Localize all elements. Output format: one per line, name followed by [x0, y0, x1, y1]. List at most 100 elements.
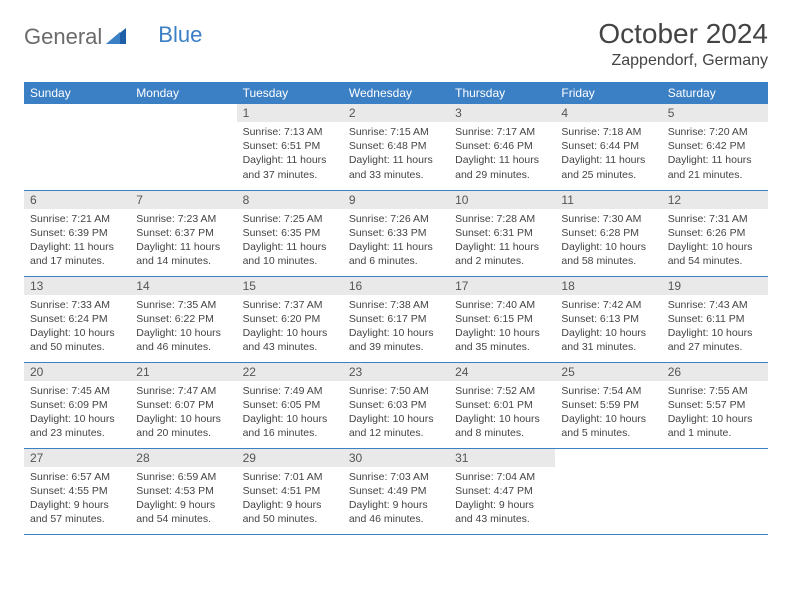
day-number: 29	[237, 449, 343, 467]
day-content: Sunrise: 6:57 AMSunset: 4:55 PMDaylight:…	[24, 467, 130, 531]
calendar-day-cell: 6Sunrise: 7:21 AMSunset: 6:39 PMDaylight…	[24, 190, 130, 276]
calendar-day-cell: 19Sunrise: 7:43 AMSunset: 6:11 PMDayligh…	[662, 276, 768, 362]
calendar-day-cell: 27Sunrise: 6:57 AMSunset: 4:55 PMDayligh…	[24, 448, 130, 534]
day-number: 9	[343, 191, 449, 209]
calendar-day-cell: 25Sunrise: 7:54 AMSunset: 5:59 PMDayligh…	[555, 362, 661, 448]
calendar-day-cell: 26Sunrise: 7:55 AMSunset: 5:57 PMDayligh…	[662, 362, 768, 448]
day-content: Sunrise: 7:25 AMSunset: 6:35 PMDaylight:…	[237, 209, 343, 273]
calendar-week-row: 27Sunrise: 6:57 AMSunset: 4:55 PMDayligh…	[24, 448, 768, 534]
logo-text-blue: Blue	[158, 22, 202, 48]
calendar-day-cell: 20Sunrise: 7:45 AMSunset: 6:09 PMDayligh…	[24, 362, 130, 448]
calendar-day-cell: 29Sunrise: 7:01 AMSunset: 4:51 PMDayligh…	[237, 448, 343, 534]
day-content: Sunrise: 7:43 AMSunset: 6:11 PMDaylight:…	[662, 295, 768, 359]
calendar-day-cell: 15Sunrise: 7:37 AMSunset: 6:20 PMDayligh…	[237, 276, 343, 362]
calendar-day-cell: 22Sunrise: 7:49 AMSunset: 6:05 PMDayligh…	[237, 362, 343, 448]
header: General Blue October 2024 Zappendorf, Ge…	[24, 18, 768, 70]
calendar-day-cell: 13Sunrise: 7:33 AMSunset: 6:24 PMDayligh…	[24, 276, 130, 362]
day-number: 21	[130, 363, 236, 381]
title-block: October 2024 Zappendorf, Germany	[598, 18, 768, 70]
day-number: 27	[24, 449, 130, 467]
weekday-header: Saturday	[662, 82, 768, 104]
day-content: Sunrise: 7:45 AMSunset: 6:09 PMDaylight:…	[24, 381, 130, 445]
calendar-day-cell: 28Sunrise: 6:59 AMSunset: 4:53 PMDayligh…	[130, 448, 236, 534]
calendar-day-cell: 14Sunrise: 7:35 AMSunset: 6:22 PMDayligh…	[130, 276, 236, 362]
calendar-empty-cell	[24, 104, 130, 190]
calendar-day-cell: 5Sunrise: 7:20 AMSunset: 6:42 PMDaylight…	[662, 104, 768, 190]
calendar-day-cell: 7Sunrise: 7:23 AMSunset: 6:37 PMDaylight…	[130, 190, 236, 276]
calendar-empty-cell	[662, 448, 768, 534]
weekday-header: Wednesday	[343, 82, 449, 104]
calendar-day-cell: 23Sunrise: 7:50 AMSunset: 6:03 PMDayligh…	[343, 362, 449, 448]
day-number: 1	[237, 104, 343, 122]
day-content: Sunrise: 7:21 AMSunset: 6:39 PMDaylight:…	[24, 209, 130, 273]
day-number: 18	[555, 277, 661, 295]
day-number: 25	[555, 363, 661, 381]
calendar-day-cell: 11Sunrise: 7:30 AMSunset: 6:28 PMDayligh…	[555, 190, 661, 276]
calendar-day-cell: 3Sunrise: 7:17 AMSunset: 6:46 PMDaylight…	[449, 104, 555, 190]
logo-text-general: General	[24, 24, 102, 50]
day-number: 8	[237, 191, 343, 209]
day-content: Sunrise: 7:20 AMSunset: 6:42 PMDaylight:…	[662, 122, 768, 186]
day-number: 3	[449, 104, 555, 122]
weekday-header: Friday	[555, 82, 661, 104]
day-content: Sunrise: 7:30 AMSunset: 6:28 PMDaylight:…	[555, 209, 661, 273]
day-content: Sunrise: 7:54 AMSunset: 5:59 PMDaylight:…	[555, 381, 661, 445]
day-number: 16	[343, 277, 449, 295]
day-number: 15	[237, 277, 343, 295]
calendar-week-row: 1Sunrise: 7:13 AMSunset: 6:51 PMDaylight…	[24, 104, 768, 190]
day-content: Sunrise: 7:23 AMSunset: 6:37 PMDaylight:…	[130, 209, 236, 273]
day-number: 19	[662, 277, 768, 295]
day-number: 20	[24, 363, 130, 381]
day-number: 23	[343, 363, 449, 381]
day-content: Sunrise: 7:03 AMSunset: 4:49 PMDaylight:…	[343, 467, 449, 531]
day-number: 6	[24, 191, 130, 209]
calendar-day-cell: 4Sunrise: 7:18 AMSunset: 6:44 PMDaylight…	[555, 104, 661, 190]
day-content: Sunrise: 7:38 AMSunset: 6:17 PMDaylight:…	[343, 295, 449, 359]
day-number: 5	[662, 104, 768, 122]
day-content: Sunrise: 7:04 AMSunset: 4:47 PMDaylight:…	[449, 467, 555, 531]
day-content: Sunrise: 7:28 AMSunset: 6:31 PMDaylight:…	[449, 209, 555, 273]
day-content: Sunrise: 7:40 AMSunset: 6:15 PMDaylight:…	[449, 295, 555, 359]
day-content: Sunrise: 7:31 AMSunset: 6:26 PMDaylight:…	[662, 209, 768, 273]
day-number: 10	[449, 191, 555, 209]
calendar-day-cell: 16Sunrise: 7:38 AMSunset: 6:17 PMDayligh…	[343, 276, 449, 362]
day-content: Sunrise: 7:35 AMSunset: 6:22 PMDaylight:…	[130, 295, 236, 359]
day-number: 7	[130, 191, 236, 209]
calendar-week-row: 13Sunrise: 7:33 AMSunset: 6:24 PMDayligh…	[24, 276, 768, 362]
calendar-empty-cell	[555, 448, 661, 534]
day-number: 12	[662, 191, 768, 209]
calendar-day-cell: 18Sunrise: 7:42 AMSunset: 6:13 PMDayligh…	[555, 276, 661, 362]
day-number: 22	[237, 363, 343, 381]
day-number: 30	[343, 449, 449, 467]
calendar-day-cell: 21Sunrise: 7:47 AMSunset: 6:07 PMDayligh…	[130, 362, 236, 448]
logo: General Blue	[24, 24, 202, 50]
logo-triangle-icon	[106, 26, 126, 49]
day-number: 11	[555, 191, 661, 209]
calendar-empty-cell	[130, 104, 236, 190]
calendar-day-cell: 30Sunrise: 7:03 AMSunset: 4:49 PMDayligh…	[343, 448, 449, 534]
day-number: 24	[449, 363, 555, 381]
calendar-week-row: 20Sunrise: 7:45 AMSunset: 6:09 PMDayligh…	[24, 362, 768, 448]
calendar-day-cell: 1Sunrise: 7:13 AMSunset: 6:51 PMDaylight…	[237, 104, 343, 190]
weekday-header: Sunday	[24, 82, 130, 104]
day-content: Sunrise: 7:17 AMSunset: 6:46 PMDaylight:…	[449, 122, 555, 186]
calendar-day-cell: 2Sunrise: 7:15 AMSunset: 6:48 PMDaylight…	[343, 104, 449, 190]
day-content: Sunrise: 7:47 AMSunset: 6:07 PMDaylight:…	[130, 381, 236, 445]
calendar-day-cell: 10Sunrise: 7:28 AMSunset: 6:31 PMDayligh…	[449, 190, 555, 276]
calendar-day-cell: 17Sunrise: 7:40 AMSunset: 6:15 PMDayligh…	[449, 276, 555, 362]
day-number: 28	[130, 449, 236, 467]
day-content: Sunrise: 7:26 AMSunset: 6:33 PMDaylight:…	[343, 209, 449, 273]
location: Zappendorf, Germany	[598, 52, 768, 70]
day-number: 2	[343, 104, 449, 122]
weekday-header: Thursday	[449, 82, 555, 104]
day-content: Sunrise: 7:33 AMSunset: 6:24 PMDaylight:…	[24, 295, 130, 359]
day-content: Sunrise: 7:18 AMSunset: 6:44 PMDaylight:…	[555, 122, 661, 186]
calendar-day-cell: 31Sunrise: 7:04 AMSunset: 4:47 PMDayligh…	[449, 448, 555, 534]
day-content: Sunrise: 7:55 AMSunset: 5:57 PMDaylight:…	[662, 381, 768, 445]
weekday-header: Tuesday	[237, 82, 343, 104]
calendar-day-cell: 8Sunrise: 7:25 AMSunset: 6:35 PMDaylight…	[237, 190, 343, 276]
day-number: 14	[130, 277, 236, 295]
day-number: 17	[449, 277, 555, 295]
day-content: Sunrise: 7:52 AMSunset: 6:01 PMDaylight:…	[449, 381, 555, 445]
day-content: Sunrise: 7:49 AMSunset: 6:05 PMDaylight:…	[237, 381, 343, 445]
